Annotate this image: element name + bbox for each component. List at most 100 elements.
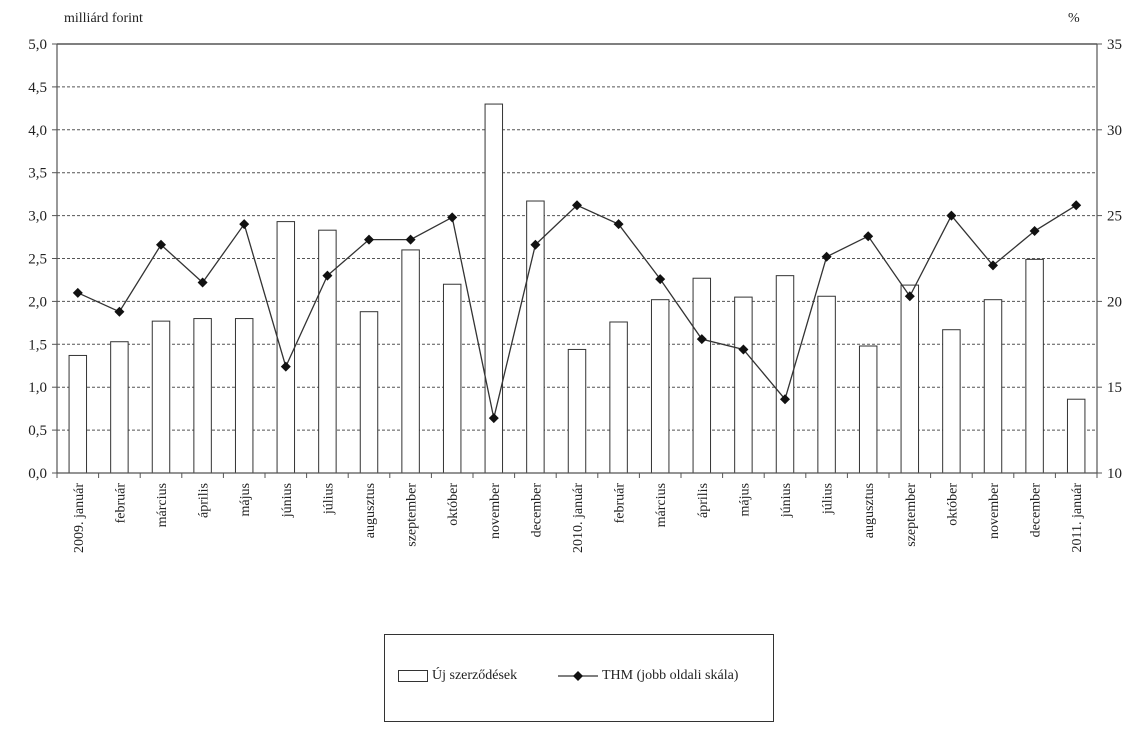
category-label: december [529, 483, 544, 538]
thm-marker [655, 274, 666, 285]
left-tick-label: 0,0 [28, 466, 47, 482]
thm-marker [530, 239, 541, 250]
bar [1025, 258, 1044, 474]
legend-line-label: THM (jobb oldali skála) [602, 668, 739, 683]
thm-marker [364, 234, 374, 245]
thm-marker [488, 413, 499, 424]
bar [817, 295, 836, 474]
thm-marker [197, 277, 208, 288]
left-tick-label: 4,0 [28, 123, 47, 139]
axis-layer [52, 43, 1102, 478]
bar [609, 321, 628, 474]
bar [692, 277, 712, 474]
right-axis-unit-label: % [1068, 11, 1080, 26]
category-label: március [155, 483, 170, 527]
category-label: július [321, 483, 336, 515]
right-tick-label: 25 [1107, 209, 1122, 225]
bar [567, 348, 587, 474]
thm-marker [572, 200, 582, 211]
bar [234, 318, 254, 474]
category-label: november [488, 483, 503, 539]
right-tick-label: 20 [1107, 294, 1122, 310]
category-label: május [238, 483, 253, 516]
thm-marker [1029, 226, 1040, 237]
left-tick-label: 3,0 [28, 209, 47, 225]
thm-marker [780, 394, 790, 405]
category-label: 2010. január [571, 483, 586, 553]
left-axis-unit-label: milliárd forint [64, 11, 143, 26]
category-label: 2009. január [72, 483, 87, 553]
category-label: november [987, 483, 1002, 539]
bar [318, 229, 337, 474]
left-tick-label: 5,0 [28, 37, 47, 53]
bar [442, 283, 462, 474]
left-tick-label: 4,5 [28, 80, 47, 96]
thm-marker [405, 234, 416, 245]
category-label: 2011. január [1070, 483, 1085, 553]
category-label: február [113, 483, 128, 524]
thm-marker [988, 260, 998, 271]
right-tick-label: 35 [1107, 37, 1122, 53]
left-tick-label: 2,5 [28, 252, 47, 268]
thm-marker [821, 251, 832, 262]
category-label: március [654, 483, 669, 527]
bar [359, 311, 379, 474]
thm-marker [322, 270, 333, 281]
thm-marker [613, 219, 624, 230]
bar [68, 354, 88, 474]
category-label: augusztus [862, 483, 877, 538]
thm-marker [72, 287, 83, 298]
right-tick-label: 15 [1107, 380, 1122, 396]
thm-marker [280, 361, 291, 372]
thm-marker [738, 344, 749, 355]
label-layer: 0,0 0,5 1,0 1,5 2,0 2,5 3,0 3,5 4,0 4,5 5,0 10 15 20 2… [28, 37, 1122, 553]
right-tick-label: 30 [1107, 123, 1122, 139]
bar [942, 329, 961, 474]
right-tick-label: 10 [1107, 466, 1122, 482]
bar [193, 318, 212, 474]
left-tick-label: 3,5 [28, 166, 47, 182]
legend-bar-label: Új szerződések [432, 668, 518, 683]
category-label: április [197, 483, 212, 518]
thm-marker [946, 210, 957, 221]
bar [110, 341, 129, 474]
bar [900, 284, 920, 474]
left-tick-label: 1,0 [28, 380, 47, 396]
category-label: február [613, 483, 628, 524]
thm-marker [239, 219, 250, 230]
left-tick-label: 1,5 [28, 337, 47, 353]
category-label: július [821, 483, 836, 515]
legend-line-swatch [558, 671, 598, 681]
category-label: december [1029, 483, 1044, 538]
category-label: augusztus [363, 483, 378, 538]
category-label: szeptember [904, 483, 919, 547]
category-label: április [696, 483, 711, 518]
bar [650, 299, 670, 474]
bar [401, 249, 420, 474]
thm-marker [696, 334, 707, 345]
thm-marker [904, 291, 915, 302]
category-label: június [280, 483, 295, 518]
bar [734, 296, 753, 474]
bar-layer [68, 103, 1086, 474]
bar [983, 299, 1003, 474]
thm-marker [1071, 200, 1082, 211]
category-label: május [737, 483, 752, 516]
bar [151, 320, 171, 474]
thm-marker [447, 212, 458, 223]
category-label: június [779, 483, 794, 518]
category-label: október [446, 483, 461, 526]
legend-bar-swatch [398, 670, 428, 682]
category-label: október [945, 483, 960, 526]
legend-item-line: THM (jobb oldali skála) [558, 668, 738, 684]
category-label: szeptember [405, 483, 420, 547]
bar [1066, 398, 1086, 474]
thm-marker [863, 231, 874, 242]
legend-item-bars: Új szerződések [398, 668, 517, 684]
thm-marker [114, 306, 125, 317]
thm-marker [156, 239, 166, 250]
left-tick-label: 0,5 [28, 423, 47, 439]
left-tick-label: 2,0 [28, 294, 47, 310]
